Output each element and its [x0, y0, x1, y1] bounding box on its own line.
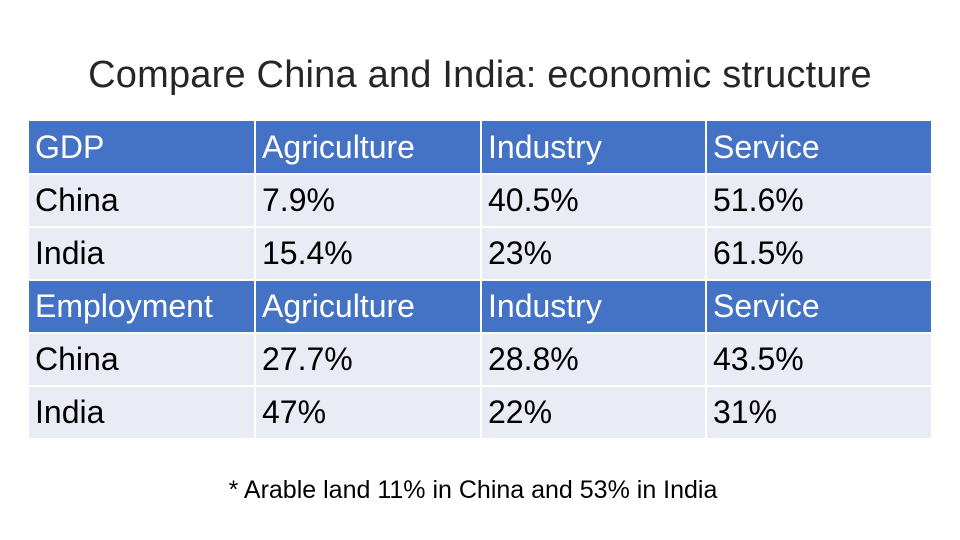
- table-row: India 15.4% 23% 61.5%: [29, 227, 931, 281]
- table-cell: 40.5%: [480, 174, 706, 228]
- table-cell: 28.8%: [480, 333, 706, 387]
- table-cell: 23%: [480, 227, 706, 281]
- table-cell: 15.4%: [254, 227, 481, 281]
- table-header-row-gdp: GDP Agriculture Industry Service: [29, 121, 931, 175]
- table-cell: 27.7%: [254, 333, 481, 387]
- table-cell: Agriculture: [254, 280, 481, 334]
- table-cell: Industry: [480, 280, 706, 334]
- economic-structure-table: GDP Agriculture Industry Service China 7…: [29, 121, 931, 440]
- table-cell: 31%: [705, 386, 931, 440]
- table-cell: India: [29, 386, 255, 440]
- table-cell: China: [29, 174, 255, 228]
- table-cell: Service: [705, 121, 931, 175]
- table-cell: 47%: [254, 386, 481, 440]
- table-cell: Employment: [29, 280, 255, 334]
- footnote: * Arable land 11% in China and 53% in In…: [228, 476, 718, 504]
- table-cell: China: [29, 333, 255, 387]
- table-header-row-employment: Employment Agriculture Industry Service: [29, 280, 931, 334]
- table-cell: India: [29, 227, 255, 281]
- table-cell: 7.9%: [254, 174, 481, 228]
- table-row: India 47% 22% 31%: [29, 386, 931, 440]
- table-cell: Agriculture: [254, 121, 481, 175]
- table-cell: 43.5%: [705, 333, 931, 387]
- table-cell: 51.6%: [705, 174, 931, 228]
- table-cell: Service: [705, 280, 931, 334]
- table-row: China 7.9% 40.5% 51.6%: [29, 174, 931, 228]
- slide-title: Compare China and India: economic struct…: [88, 54, 872, 96]
- table-cell: Industry: [480, 121, 706, 175]
- table-cell: GDP: [29, 121, 255, 175]
- table-cell: 22%: [480, 386, 706, 440]
- table-row: China 27.7% 28.8% 43.5%: [29, 333, 931, 387]
- table-cell: 61.5%: [705, 227, 931, 281]
